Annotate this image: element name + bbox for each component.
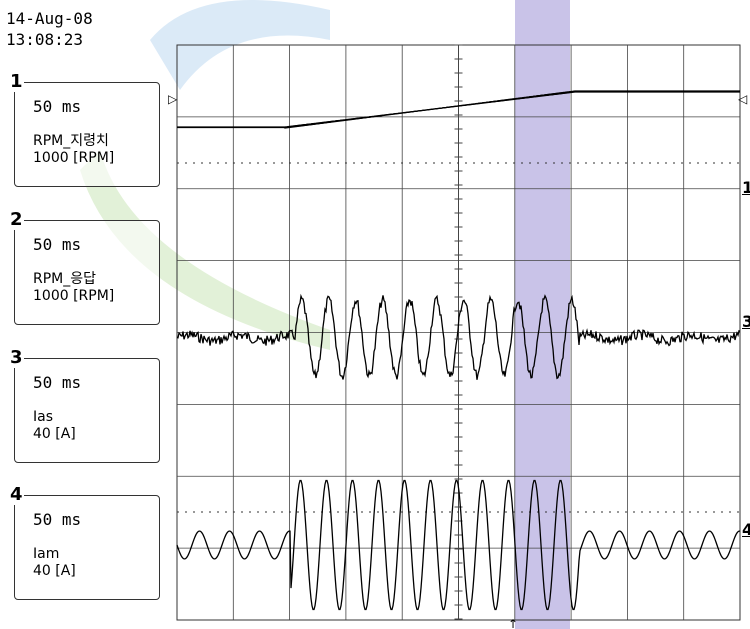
channel-name: Iam xyxy=(33,546,76,563)
channel-name: RPM_응답 xyxy=(33,271,114,288)
channel-name: RPM_지령치 xyxy=(33,133,114,150)
date: 14-Aug-08 xyxy=(6,8,93,29)
time: 13:08:23 xyxy=(6,29,93,50)
channel-scale: 40 [A] xyxy=(33,426,76,443)
channel-scale: 1000 [RPM] xyxy=(33,288,114,305)
channel-number: 4 xyxy=(9,484,24,505)
graticule xyxy=(177,45,740,620)
marker: ▷ xyxy=(168,92,178,106)
channel-name: Ias xyxy=(33,409,76,426)
marker: ◁ xyxy=(737,92,747,106)
channel-number: 2 xyxy=(9,209,24,230)
timebase: 50 ms xyxy=(33,97,81,116)
timebase: 50 ms xyxy=(33,373,81,392)
watermark-bar xyxy=(515,0,570,629)
channel-scale: 1000 [RPM] xyxy=(33,150,114,167)
channel-number: 1 xyxy=(9,71,24,92)
marker: ↑ xyxy=(508,617,518,629)
timebase: 50 ms xyxy=(33,235,81,254)
right-marker: 3 xyxy=(742,312,750,331)
right-marker: 4 xyxy=(742,520,750,539)
channel-number: 3 xyxy=(9,347,24,368)
right-marker: 1 xyxy=(742,178,750,197)
scope-screen: ▷ ◁ ↑ 14-Aug-08 13:08:23 150 msRPM_지령치10… xyxy=(0,0,750,629)
channel-scale: 40 [A] xyxy=(33,563,76,580)
timebase: 50 ms xyxy=(33,510,81,529)
timestamp: 14-Aug-08 13:08:23 xyxy=(6,8,93,50)
